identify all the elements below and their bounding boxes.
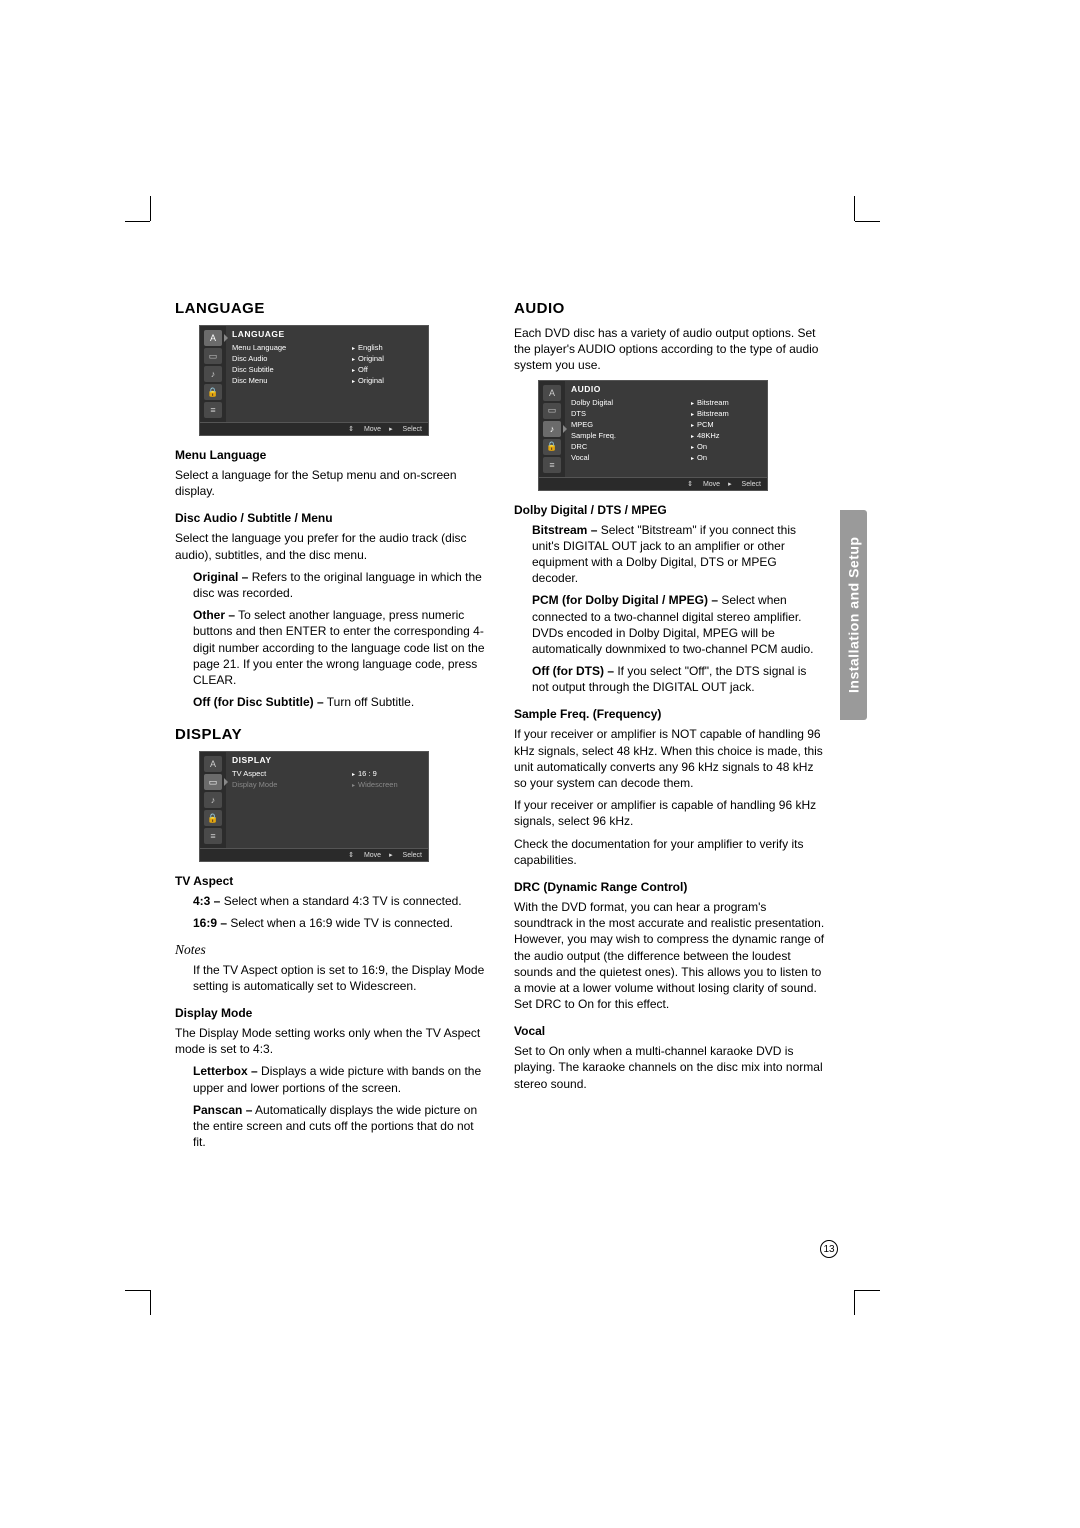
side-tab: Installation and Setup [840,510,867,720]
body-text: 4:3 – Select when a standard 4:3 TV is c… [193,893,486,909]
body-text: With the DVD format, you can hear a prog… [514,899,825,1012]
menu-audio: A ▭ ♪ 🔒 ≡ AUDIO Dolby Digital▸Bitstream … [538,380,768,491]
menu-icon-strip: A ▭ ♪ 🔒 ≡ [200,752,226,848]
body-text: Off (for DTS) – If you select "Off", the… [532,663,825,695]
menu-title: AUDIO [571,384,761,394]
heading-audio: AUDIO [514,300,825,317]
letter-a-icon: A [543,385,561,401]
subhead-display-mode: Display Mode [175,1006,486,1020]
body-text: Other – To select another language, pres… [193,607,486,688]
body-text: Check the documentation for your amplifi… [514,836,825,868]
body-text: The Display Mode setting works only when… [175,1025,486,1057]
lock-icon: 🔒 [204,810,222,826]
menu-title: LANGUAGE [232,329,422,339]
menu-title: DISPLAY [232,755,422,765]
subhead-vocal: Vocal [514,1024,825,1038]
crop-mark [150,1290,151,1315]
body-text: Panscan – Automatically displays the wid… [193,1102,486,1151]
crop-mark [854,196,855,221]
lock-icon: 🔒 [204,384,222,400]
tv-icon: ▭ [204,774,222,790]
menu-footer: ⇕ Move▸ Select [539,477,767,490]
menu-row: Sample Freq.▸48KHz [571,430,761,441]
speaker-icon: ♪ [204,366,222,382]
body-text: If your receiver or amplifier is NOT cap… [514,726,825,791]
menu-row: Display Mode▸Widescreen [232,779,422,790]
left-column: LANGUAGE A ▭ ♪ 🔒 ≡ LANGUAGE Menu Languag… [175,300,486,1156]
menu-row: Disc Subtitle▸Off [232,364,422,375]
menu-footer: ⇕ Move▸ Select [200,422,428,435]
menu-row: DTS▸Bitstream [571,408,761,419]
lock-icon: 🔒 [543,439,561,455]
menu-icon-strip: A ▭ ♪ 🔒 ≡ [539,381,565,477]
heading-display: DISPLAY [175,726,486,743]
tv-icon: ▭ [543,403,561,419]
crop-mark [125,1290,150,1291]
menu-row: MPEG▸PCM [571,419,761,430]
tv-icon: ▭ [204,348,222,364]
other-icon: ≡ [204,828,222,844]
letter-a-icon: A [204,330,222,346]
body-text: Bitstream – Select "Bitstream" if you co… [532,522,825,587]
subhead-sample-freq: Sample Freq. (Frequency) [514,707,825,721]
menu-language: A ▭ ♪ 🔒 ≡ LANGUAGE Menu Language▸English… [199,325,429,436]
body-text: Each DVD disc has a variety of audio out… [514,325,825,374]
subhead-dolby: Dolby Digital / DTS / MPEG [514,503,825,517]
right-column: AUDIO Each DVD disc has a variety of aud… [514,300,825,1156]
menu-row: Menu Language▸English [232,342,422,353]
letter-a-icon: A [204,756,222,772]
menu-row: TV Aspect▸16 : 9 [232,768,422,779]
crop-mark [855,221,880,222]
body-text: 16:9 – Select when a 16:9 wide TV is con… [193,915,486,931]
page-number: 13 [820,1240,838,1258]
other-icon: ≡ [204,402,222,418]
subhead-tv-aspect: TV Aspect [175,874,486,888]
subhead-menu-language: Menu Language [175,448,486,462]
body-text: Original – Refers to the original langua… [193,569,486,601]
body-text: Off (for Disc Subtitle) – Turn off Subti… [193,694,486,710]
body-text: Set to On only when a multi-channel kara… [514,1043,825,1092]
crop-mark [125,221,150,222]
body-text: If your receiver or amplifier is capable… [514,797,825,829]
body-text: Letterbox – Displays a wide picture with… [193,1063,486,1095]
menu-row: Disc Audio▸Original [232,353,422,364]
crop-mark [150,196,151,221]
notes-heading: Notes [175,942,486,958]
crop-mark [854,1290,855,1315]
menu-footer: ⇕ Move▸ Select [200,848,428,861]
body-text: PCM (for Dolby Digital / MPEG) – Select … [532,592,825,657]
menu-display: A ▭ ♪ 🔒 ≡ DISPLAY TV Aspect▸16 : 9 Displ… [199,751,429,862]
other-icon: ≡ [543,457,561,473]
heading-language: LANGUAGE [175,300,486,317]
subhead-disc-asm: Disc Audio / Subtitle / Menu [175,511,486,525]
menu-row: Vocal▸On [571,452,761,463]
menu-icon-strip: A ▭ ♪ 🔒 ≡ [200,326,226,422]
body-text: Select a language for the Setup menu and… [175,467,486,499]
menu-row: Dolby Digital▸Bitstream [571,397,761,408]
speaker-icon: ♪ [204,792,222,808]
menu-row: DRC▸On [571,441,761,452]
crop-mark [855,1290,880,1291]
menu-row: Disc Menu▸Original [232,375,422,386]
subhead-drc: DRC (Dynamic Range Control) [514,880,825,894]
page-content: LANGUAGE A ▭ ♪ 🔒 ≡ LANGUAGE Menu Languag… [175,300,825,1156]
body-text: Select the language you prefer for the a… [175,530,486,562]
body-text: If the TV Aspect option is set to 16:9, … [193,962,486,994]
speaker-icon: ♪ [543,421,561,437]
